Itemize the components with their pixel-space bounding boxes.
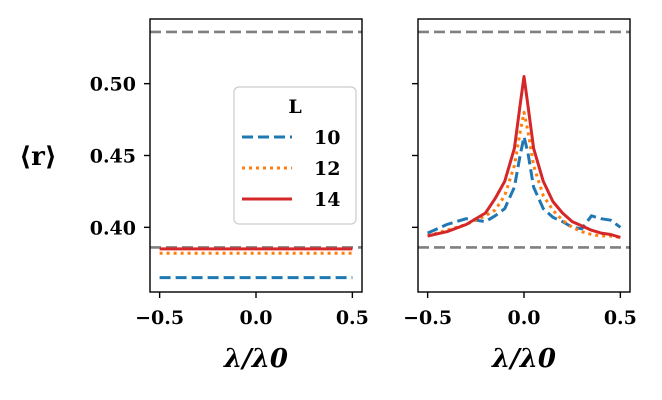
left-panel: −0.5 0.0 0.5 0.40 0.45 0.50 λ/λ0 ⟨r⟩ L 10 12…	[19, 18, 369, 374]
left-y-tick-label: 0.40	[90, 217, 136, 239]
right-x-ticks: −0.5 0.0 0.5	[403, 292, 637, 329]
right-x-tick-label: 0.5	[604, 307, 637, 329]
left-y-ticks: 0.40 0.45 0.50	[90, 74, 150, 239]
right-x-axis-label: λ/λ0	[491, 344, 556, 374]
left-x-tick-label: −0.5	[135, 307, 184, 329]
legend-label-10: 10	[314, 127, 340, 149]
y-axis-label: ⟨r⟩	[19, 142, 56, 172]
legend-title: L	[288, 96, 301, 118]
right-panel: −0.5 0.0 0.5 λ/λ0	[403, 18, 637, 374]
left-x-ticks: −0.5 0.0 0.5	[135, 292, 369, 329]
left-x-tick-label: 0.5	[336, 307, 369, 329]
left-x-tick-label: 0.0	[239, 307, 272, 329]
left-y-tick-label: 0.45	[90, 146, 136, 168]
left-y-tick-label: 0.50	[90, 74, 136, 96]
right-axes-frame	[417, 18, 631, 293]
legend-box	[233, 86, 357, 225]
right-x-tick-label: 0.0	[507, 307, 540, 329]
legend: L 10 12 14	[233, 86, 357, 225]
right-series-L10	[426, 135, 622, 235]
right-reference-lines	[418, 30, 630, 249]
legend-label-14: 14	[314, 189, 340, 211]
legend-label-12: 12	[314, 158, 340, 180]
right-series-group	[426, 75, 622, 239]
right-series-L12	[427, 110, 621, 239]
left-x-axis-label: λ/λ0	[223, 344, 288, 374]
left-series-group	[159, 247, 353, 280]
right-y-ticks	[412, 82, 418, 229]
right-series-L14	[427, 75, 621, 239]
right-x-tick-label: −0.5	[403, 307, 452, 329]
